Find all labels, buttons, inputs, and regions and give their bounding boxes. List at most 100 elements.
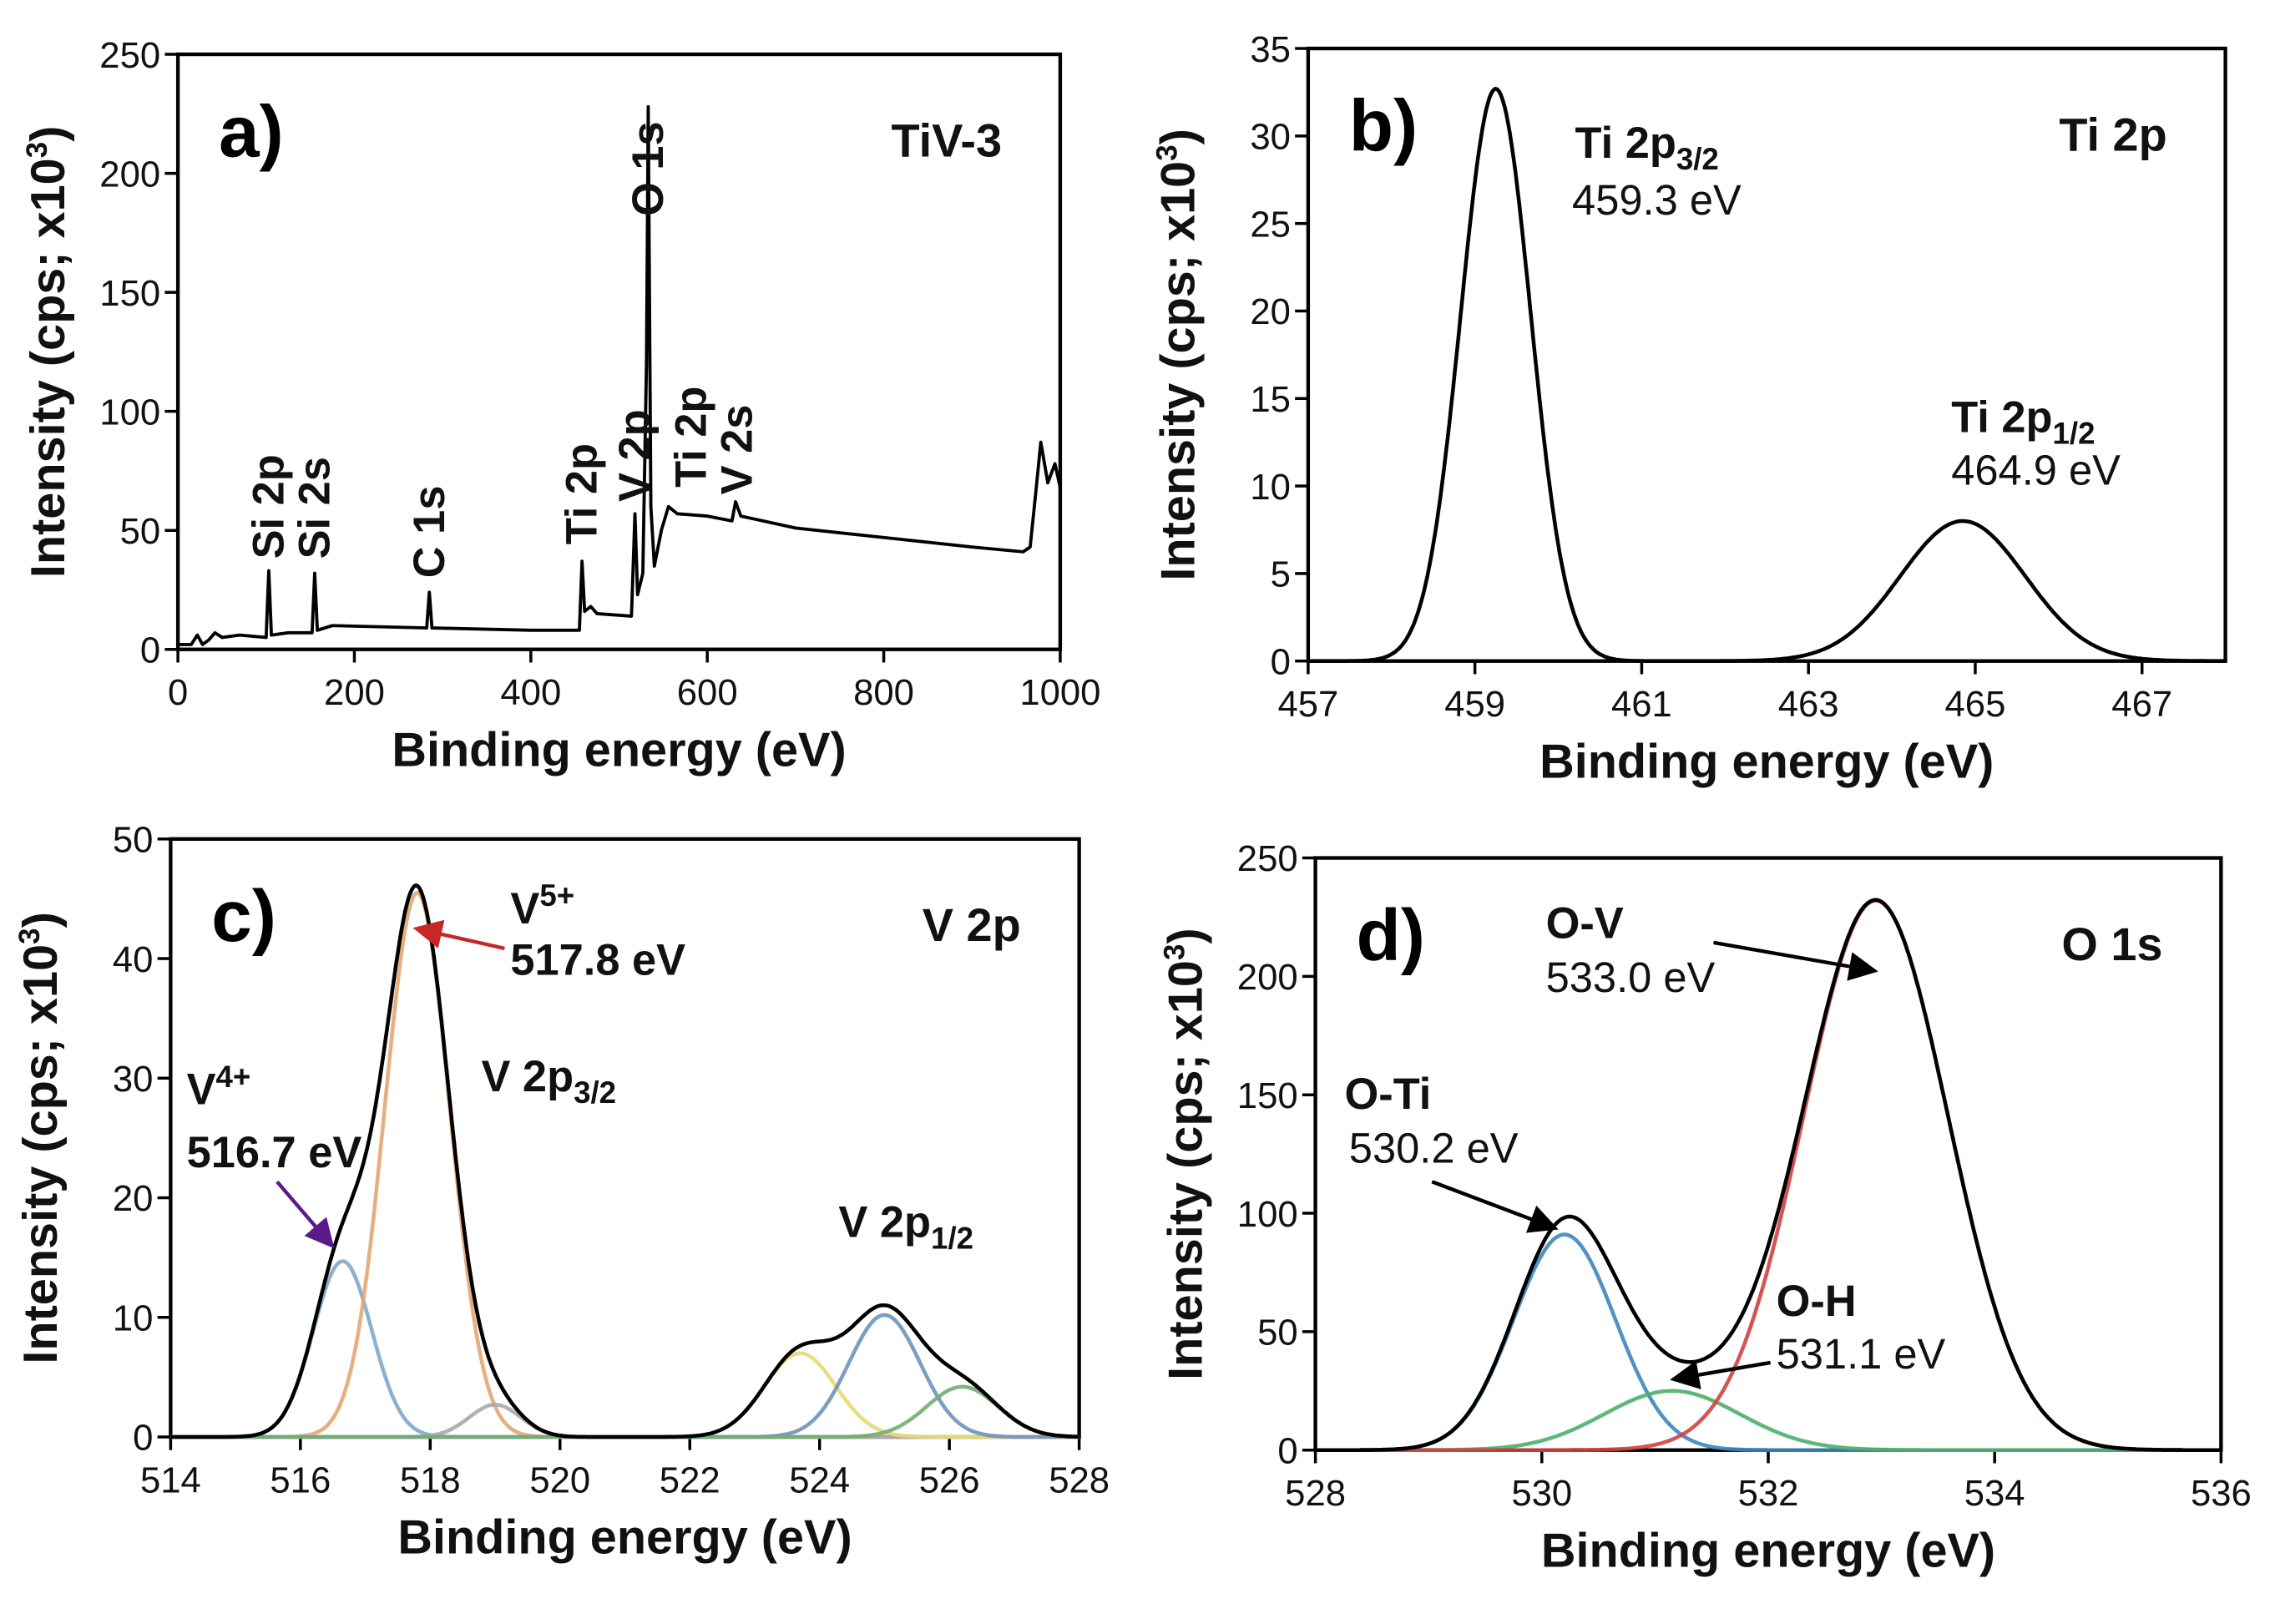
y-axis-label-sup: 3	[1158, 944, 1191, 960]
y-axis-label: Intensity (cps; x103)	[1151, 129, 1206, 580]
component-peak-2	[170, 1403, 1079, 1439]
x-tick-label: 465	[1945, 684, 2006, 725]
label-v4-main: V	[187, 1066, 216, 1115]
label-o-v-energy: 533.0 eV	[1546, 954, 1716, 1001]
x-tick-label: 0	[168, 672, 188, 713]
peak-annotation: Ti 2p	[668, 387, 716, 488]
panel-title: O 1s	[2061, 918, 2162, 970]
y-axis-label-sup: 3	[21, 142, 53, 158]
label-ti-2p32-sub: 3/2	[1676, 142, 1719, 176]
x-tick-label: 400	[500, 672, 561, 713]
label-ti-2p32-main: Ti 2p	[1575, 119, 1676, 168]
y-tick-label: 150	[1237, 1075, 1298, 1116]
label-v2p12: V 2p1/2	[838, 1199, 973, 1256]
label-v4-sup: 4+	[216, 1060, 251, 1094]
x-axis-label: Binding energy (eV)	[392, 723, 846, 777]
y-tick-label: 20	[113, 1178, 154, 1219]
y-tick-label: 20	[1250, 291, 1291, 332]
x-axis-label: Binding energy (eV)	[1539, 735, 1994, 788]
y-tick-label: 250	[99, 35, 160, 76]
x-tick-label: 800	[853, 672, 914, 713]
y-tick-label: 10	[113, 1298, 154, 1338]
label-o-ti-energy: 530.2 eV	[1349, 1125, 1519, 1172]
label-ti-2p12: Ti 2p1/2	[1951, 393, 2095, 450]
envelope-curve	[1307, 86, 2226, 663]
y-axis-label-end: )	[22, 126, 75, 142]
x-tick-label: 457	[1277, 684, 1338, 725]
y-tick-label: 15	[1250, 379, 1291, 420]
label-ti-2p32: Ti 2p3/2	[1575, 119, 1719, 176]
y-axis-label-text: Intensity (cps; x10	[1159, 960, 1212, 1380]
y-axis-label-end: )	[1159, 928, 1212, 944]
panel-title: TiV-3	[892, 114, 1003, 166]
panel-a: 0 200 400 600 800 1000 0 50 100 150 200 250 Binding …	[21, 35, 1101, 777]
x-tick-label: 520	[529, 1460, 590, 1500]
panel-label: d)	[1357, 894, 1425, 976]
x-tick-label: 524	[789, 1460, 850, 1500]
y-axis-label-end: )	[1152, 129, 1206, 144]
y-tick-label: 0	[1271, 641, 1291, 682]
y-tick-label: 50	[120, 511, 161, 552]
peak-annotation: V 2s	[714, 405, 762, 495]
y-tick-label: 5	[1271, 554, 1291, 595]
label-o-h: O-H	[1777, 1277, 1857, 1326]
label-v5-sup: 5+	[539, 878, 574, 913]
y-tick-label: 50	[1257, 1313, 1298, 1353]
arrow-o-h	[1670, 1360, 1771, 1389]
y-axis-label-sup: 3	[1151, 144, 1184, 160]
label-v4: V4+	[187, 1060, 251, 1115]
label-ti-2p32-energy: 459.3 eV	[1572, 176, 1742, 224]
panel-title: V 2p	[923, 898, 1021, 951]
y-tick-label: 10	[1250, 467, 1291, 508]
y-tick-label: 100	[99, 392, 160, 433]
label-v2p32-sub: 3/2	[574, 1075, 616, 1110]
peak-annotation: C 1s	[406, 486, 454, 579]
y-axis-label-sup: 3	[13, 928, 46, 944]
y-axis-label: Intensity (cps; x103)	[1158, 928, 1212, 1379]
x-tick-label: 528	[1285, 1473, 1346, 1514]
arrow-v4	[276, 1180, 335, 1249]
x-tick-label: 528	[1049, 1460, 1110, 1500]
y-tick-label: 200	[1237, 957, 1298, 998]
x-tick-label: 526	[919, 1460, 980, 1500]
label-o-v: O-V	[1546, 900, 1624, 949]
peak-annotation: Si 2p	[245, 454, 293, 559]
label-v2p32-main: V 2p	[481, 1053, 574, 1101]
peak-annotation: Si 2s	[291, 457, 339, 559]
y-tick-label: 0	[140, 630, 160, 670]
y-tick-label: 30	[1250, 117, 1291, 158]
y-tick-label: 0	[133, 1418, 153, 1459]
x-tick-label: 600	[677, 672, 738, 713]
panel-label: a)	[219, 90, 284, 172]
y-tick-label: 40	[113, 939, 154, 980]
y-axis-label-text: Intensity (cps; x10	[22, 158, 75, 578]
label-v4-energy: 516.7 eV	[187, 1129, 362, 1177]
label-ti-2p12-main: Ti 2p	[1951, 393, 2052, 442]
y-tick-label: 50	[113, 820, 154, 861]
panel-label: b)	[1349, 84, 1418, 166]
x-tick-label: 514	[140, 1460, 201, 1500]
x-tick-label: 459	[1444, 684, 1505, 725]
y-axis-label: Intensity (cps; x103)	[13, 912, 68, 1363]
y-tick-label: 100	[1237, 1194, 1298, 1235]
x-tick-label: 534	[1964, 1473, 2025, 1514]
y-tick-label: 200	[99, 154, 160, 195]
x-tick-label: 532	[1738, 1473, 1799, 1514]
arrow-o-ti	[1431, 1180, 1559, 1233]
panel-b: 457 459 461 463 465 467 0 5 10 15 20 25 30 35 Binding …	[1151, 29, 2227, 788]
arrow-o-v	[1713, 940, 1878, 981]
panel-c: 514 516 518 520 522 524 526 528 0 10 20 30 40 50 Bindi…	[13, 820, 1110, 1565]
label-v5-main: V	[510, 885, 539, 933]
y-tick-label: 250	[1237, 838, 1298, 879]
x-tick-label: 461	[1611, 684, 1672, 725]
label-v2p12-main: V 2p	[838, 1199, 931, 1247]
series-line-survey	[178, 104, 1062, 646]
x-tick-label: 518	[400, 1460, 461, 1500]
label-o-h-energy: 531.1 eV	[1777, 1330, 1946, 1378]
y-axis-label: Intensity (cps; x103)	[21, 126, 75, 578]
plot-frame	[175, 52, 1063, 651]
panel-label: c)	[211, 875, 276, 957]
envelope-curve	[170, 883, 1079, 1439]
peak-annotation: O 1s	[624, 121, 673, 216]
y-axis-label-text: Intensity (cps; x10	[1152, 161, 1206, 581]
